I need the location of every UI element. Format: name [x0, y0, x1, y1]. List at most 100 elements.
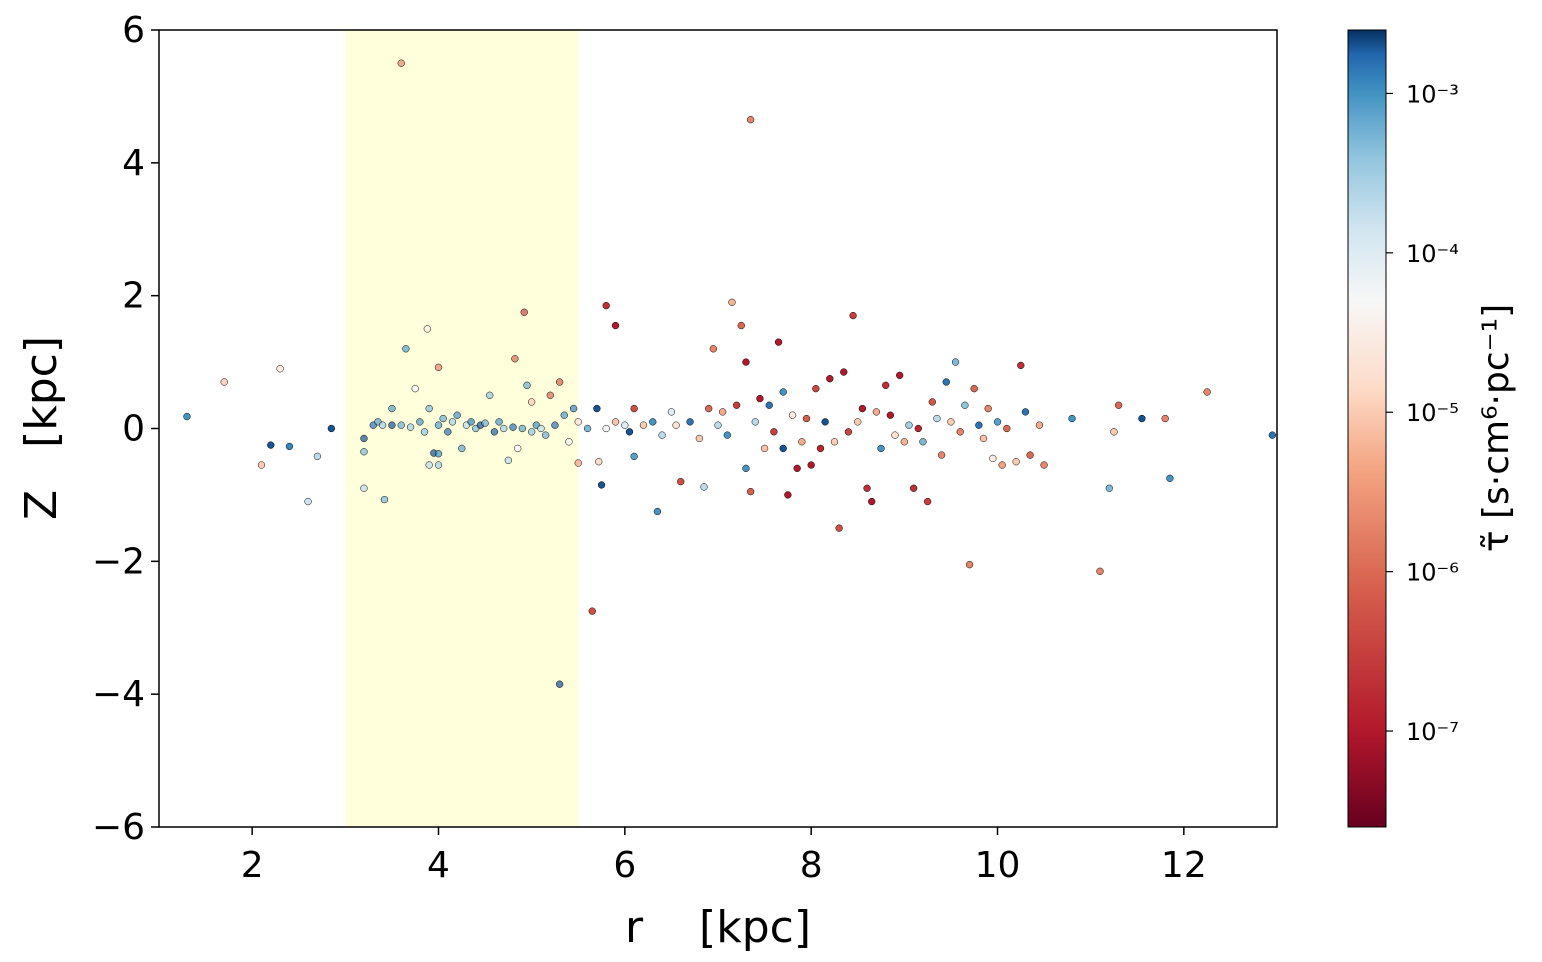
data-point — [560, 411, 568, 419]
y-tick-label: 2 — [122, 276, 145, 317]
data-point — [327, 424, 336, 433]
data-point — [667, 408, 676, 416]
data-point — [621, 421, 629, 429]
data-point — [896, 371, 904, 380]
data-point — [434, 461, 443, 469]
data-point — [1114, 401, 1123, 409]
data-point — [425, 404, 433, 413]
colorbar-tick-label: 10⁻³ — [1406, 80, 1459, 108]
data-point — [672, 421, 680, 429]
data-point — [844, 428, 853, 436]
data-point — [700, 483, 708, 491]
data-point — [448, 418, 457, 426]
colorbar-tick-label: 10⁻⁵ — [1406, 399, 1459, 427]
data-point — [397, 421, 405, 429]
points-layer — [183, 59, 1276, 688]
data-point — [588, 607, 596, 615]
data-point — [583, 424, 592, 433]
data-point — [593, 404, 601, 413]
data-point — [1012, 458, 1020, 466]
data-point — [1166, 474, 1174, 482]
data-point — [1035, 421, 1044, 429]
data-point — [1268, 431, 1276, 439]
data-point — [714, 421, 722, 429]
data-point — [402, 345, 410, 353]
data-point — [453, 411, 461, 419]
data-point — [923, 497, 932, 506]
data-point — [728, 298, 736, 306]
data-point — [360, 448, 368, 456]
data-point — [1105, 484, 1113, 492]
data-point — [486, 391, 494, 399]
data-point — [458, 444, 466, 453]
data-point — [965, 561, 974, 569]
data-point — [602, 301, 610, 310]
data-point — [942, 378, 950, 386]
data-point — [695, 434, 704, 443]
data-point — [677, 477, 685, 486]
x-tick-label: 10 — [975, 845, 1021, 886]
data-point — [555, 378, 564, 386]
data-point — [220, 378, 228, 386]
data-point — [639, 421, 648, 429]
data-point — [546, 391, 554, 399]
data-point — [495, 418, 503, 426]
data-point — [793, 464, 801, 473]
data-point — [872, 408, 881, 416]
data-point — [574, 418, 582, 426]
data-point — [686, 418, 694, 426]
data-point — [183, 412, 191, 421]
data-point — [882, 381, 890, 389]
data-point — [956, 428, 964, 436]
y-axis: 6 4 2 0 −2 −4 −6 — [92, 10, 159, 848]
data-point — [434, 421, 443, 429]
data-point — [434, 450, 443, 458]
data-point — [630, 452, 638, 461]
data-point — [425, 461, 433, 469]
data-point — [653, 507, 662, 516]
data-point — [849, 311, 857, 320]
data-point — [537, 424, 545, 433]
data-point — [709, 345, 717, 353]
data-point — [947, 418, 955, 426]
data-point — [1110, 428, 1118, 436]
data-point — [821, 418, 829, 426]
data-point — [625, 428, 634, 436]
data-point — [732, 401, 741, 409]
data-point — [812, 385, 820, 393]
data-point — [905, 421, 913, 429]
data-point — [360, 484, 368, 492]
data-point — [779, 444, 787, 453]
data-point — [411, 385, 419, 393]
colorbar-tick-label: 10⁻⁷ — [1406, 718, 1459, 746]
data-point — [746, 487, 755, 496]
colorbar-ticks: 10⁻³ 10⁻⁴ 10⁻⁵ 10⁻⁶ 10⁻⁷ — [1386, 80, 1459, 746]
data-point — [854, 418, 862, 426]
data-point — [541, 431, 550, 439]
data-point — [1096, 567, 1104, 575]
colorbar-tick-label: 10⁻⁴ — [1406, 240, 1459, 268]
data-point — [830, 438, 839, 446]
y-tick-label: −2 — [92, 541, 145, 582]
data-point — [555, 680, 564, 688]
data-point — [751, 418, 759, 426]
data-point — [900, 438, 908, 446]
data-point — [868, 497, 876, 506]
data-point — [504, 456, 513, 465]
data-point — [500, 424, 508, 433]
data-point — [1203, 388, 1211, 396]
data-point — [551, 421, 559, 429]
data-point — [602, 424, 610, 433]
x-tick-label: 12 — [1161, 845, 1207, 886]
data-point — [378, 421, 387, 429]
data-point — [760, 444, 769, 453]
y-tick-label: 0 — [122, 409, 145, 450]
data-point — [439, 414, 447, 423]
y-tick-label: −4 — [92, 674, 145, 715]
data-point — [784, 491, 792, 499]
x-axis: 2 4 6 8 10 12 — [241, 827, 1207, 886]
data-point — [257, 461, 266, 469]
data-point — [877, 444, 885, 453]
data-point — [970, 385, 978, 393]
